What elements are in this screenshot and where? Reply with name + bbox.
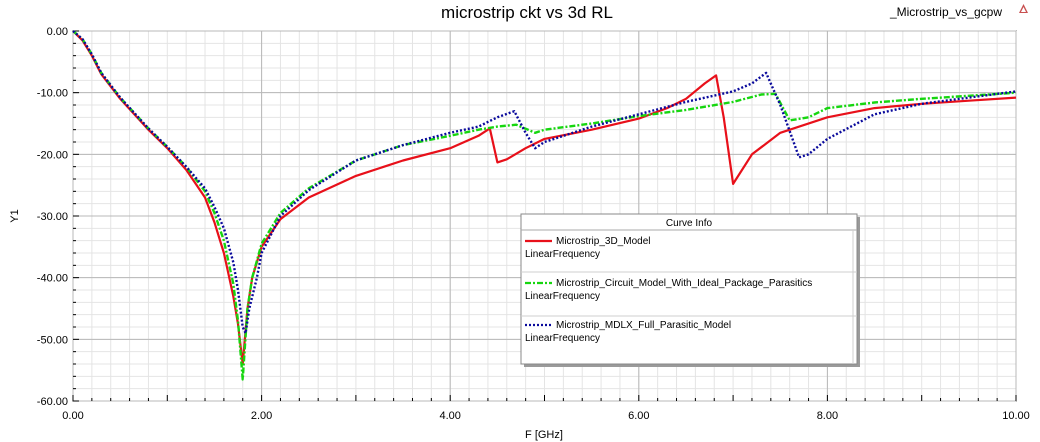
y-axis-tick-labels: 0.00 -10.00 -20.00 -30.00 -40.00 -50.00 -60.00 (37, 26, 68, 408)
x-tick-label: 8.00 (817, 410, 838, 422)
legend-entry-name: Microstrip_Circuit_Model_With_Ideal_Pack… (556, 278, 812, 289)
x-tick-label: 2.00 (251, 410, 272, 422)
legend-box[interactable]: Curve Info Microstrip_3D_Model LinearFre… (520, 213, 860, 367)
x-tick-label: 0.00 (62, 410, 83, 422)
y-tick-label: -60.00 (37, 396, 68, 408)
legend-entry-sweep: LinearFrequency (525, 291, 600, 302)
x-axis-tick-labels: 0.00 2.00 4.00 6.00 8.00 10.00 (62, 410, 1029, 422)
legend-title: Curve Info (666, 218, 713, 229)
y-tick-label: -50.00 (37, 334, 68, 346)
series-line-3[interactable] (72, 30, 1017, 335)
chart-title: microstrip ckt vs 3d RL (441, 3, 613, 22)
x-tick-label: 10.00 (1002, 410, 1030, 422)
x-axis-label: F [GHz] (525, 429, 563, 441)
y-tick-label: 0.00 (47, 26, 68, 38)
legend-entry-sweep: LinearFrequency (525, 249, 600, 260)
legend-panel (520, 213, 858, 365)
series-layer (72, 30, 1017, 381)
y-tick-label: -20.00 (37, 149, 68, 161)
legend-entry-name: Microstrip_MDLX_Full_Parasitic_Model (556, 320, 731, 331)
y-axis-label: Y1 (9, 209, 21, 222)
hfss-logo-icon (1019, 4, 1028, 13)
legend-entry-sweep: LinearFrequency (525, 333, 600, 344)
legend-entry[interactable]: Microstrip_MDLX_Full_Parasitic_Model Lin… (525, 320, 731, 344)
x-tick-label: 6.00 (628, 410, 649, 422)
y-tick-label: -30.00 (37, 211, 68, 223)
axis-minor-ticks (72, 30, 1017, 402)
x-tick-label: 4.00 (439, 410, 460, 422)
y-tick-label: -40.00 (37, 273, 68, 285)
legend-entry-name: Microstrip_3D_Model (556, 236, 650, 247)
series-line-1[interactable] (72, 30, 1017, 366)
y-tick-label: -10.00 (37, 88, 68, 100)
legend-entry[interactable]: Microstrip_3D_Model LinearFrequency (525, 236, 650, 260)
project-name: _Microstrip_vs_gcpw (889, 5, 1002, 19)
legend-entry[interactable]: Microstrip_Circuit_Model_With_Ideal_Pack… (525, 278, 812, 302)
